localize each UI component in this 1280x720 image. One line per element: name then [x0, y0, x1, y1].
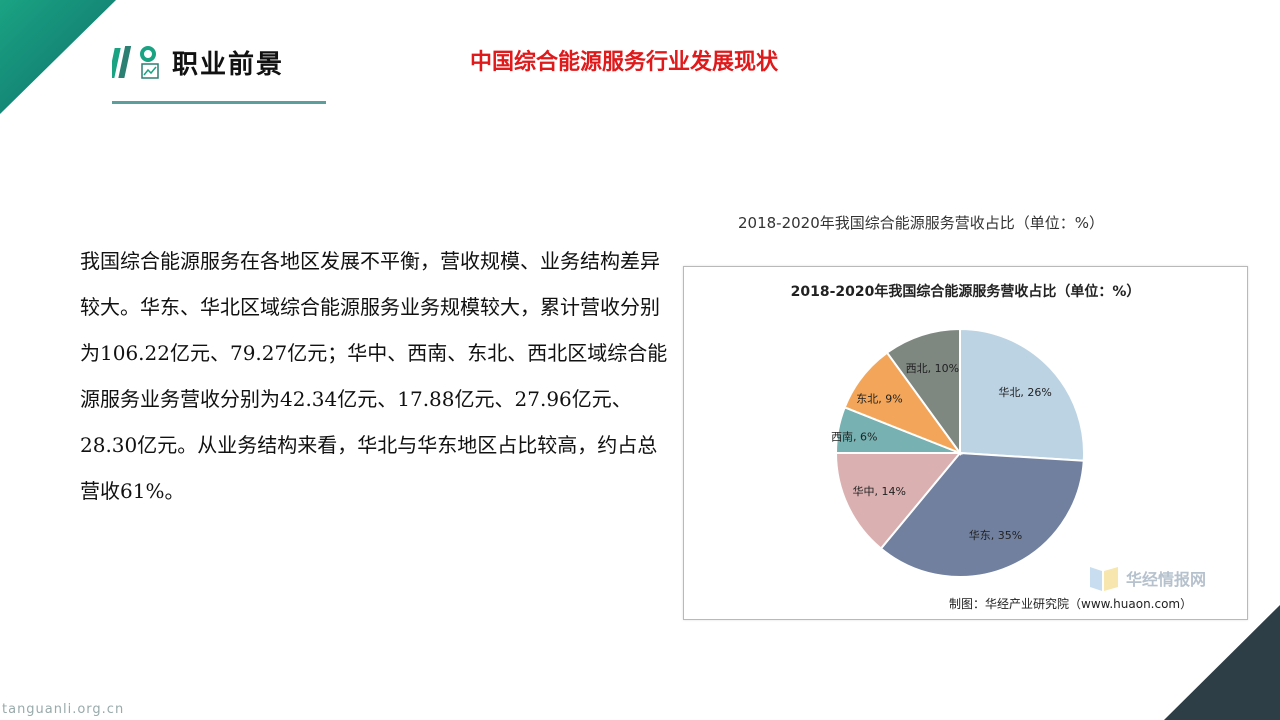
- watermark-text: 华经情报网: [1126, 570, 1207, 589]
- pie-slice-3: [834, 452, 963, 550]
- pie-slice-label-1: 华北, 26%: [998, 385, 1051, 399]
- career-logo-icon: [112, 46, 159, 79]
- site-footer: tanguanli.org.cn: [2, 702, 125, 717]
- chart-title: 2018-2020年我国综合能源服务营收占比（单位：%）: [790, 284, 1141, 300]
- pie-slice-label-2: 华东, 35%: [969, 528, 1022, 542]
- chart-source: 制图：华经产业研究院（www.huaon.com）: [949, 597, 1193, 611]
- body-paragraph: 我国综合能源服务在各地区发展不平衡，营收规模、业务结构差异较大。华东、华北区域综…: [80, 249, 668, 503]
- corner-decoration-bottom-right: [1164, 605, 1280, 720]
- pie-slice-label-6: 西北, 10%: [906, 362, 959, 375]
- pie-slice-label-4: 西南, 6%: [831, 430, 877, 443]
- pie-slice-6: [885, 327, 961, 457]
- pie-slice-label-3: 华中, 14%: [852, 484, 905, 498]
- figure-caption: 2018-2020年我国综合能源服务营收占比（单位：%）: [738, 214, 1105, 232]
- page-title: 中国综合能源服务行业发展现状: [470, 50, 779, 75]
- corner-decoration-top-left: [0, 0, 116, 114]
- pie-slice-2: [879, 451, 1085, 578]
- header-underline: [112, 101, 326, 104]
- brand-logo: 职业前景: [112, 42, 284, 82]
- pie-slice-1: [959, 327, 1085, 462]
- logo-text: 职业前景: [172, 49, 285, 80]
- watermark-book-icon: [1090, 567, 1118, 591]
- pie-chart: 华北, 26% 华东, 35% 华中, 14% 西南, 6% 东北, 9% 西北, 10%: [831, 327, 1085, 578]
- pie-slice-label-5: 东北, 9%: [856, 392, 902, 405]
- watermark: 华经情报网: [1088, 563, 1206, 593]
- pie-chart-panel: 2018-2020年我国综合能源服务营收占比（单位：%） 华北, 26% 华东, …: [683, 266, 1248, 620]
